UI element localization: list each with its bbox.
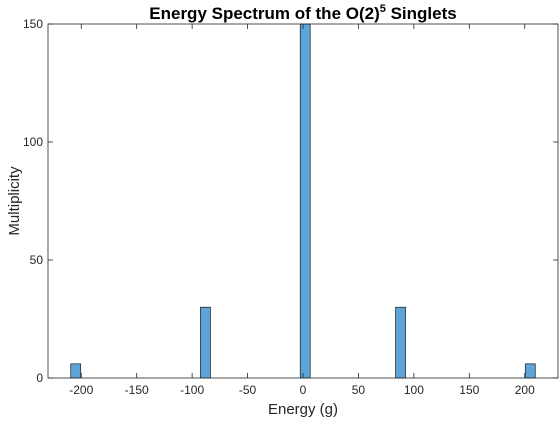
x-tick-label-5: 50	[352, 383, 366, 397]
y-tick-label-3: 150	[23, 17, 43, 31]
x-tick-label-1: -150	[125, 383, 149, 397]
x-tick-label-4: 0	[300, 383, 307, 397]
y-tick-label-2: 100	[23, 135, 43, 149]
x-ticks: -200 -150 -100 -50 0 50 100 150 200	[69, 24, 535, 397]
histogram-bar-2	[299, 23, 311, 379]
y-tick-label-1: 50	[30, 253, 44, 267]
y-tick-label-0: 0	[36, 371, 43, 385]
chart-title-main: Energy Spectrum of the O(2)	[149, 4, 379, 23]
x-tick-label-2: -100	[180, 383, 204, 397]
y-ticks: 0 50 100 150	[23, 17, 558, 385]
x-tick-label-8: 200	[515, 383, 535, 397]
x-tick-label-3: -50	[239, 383, 257, 397]
chart-title: Energy Spectrum of the O(2)5 Singlets	[149, 3, 456, 23]
x-tick-label-0: -200	[69, 383, 93, 397]
x-tick-label-7: 150	[459, 383, 479, 397]
histogram-bar-4	[524, 363, 536, 379]
histogram-bar-3	[395, 306, 406, 379]
chart-title-superscript: 5	[380, 3, 386, 15]
bars-group	[70, 23, 536, 379]
x-axis-label: Energy (g)	[268, 401, 338, 418]
chart-title-suffix: Singlets	[386, 4, 457, 23]
x-tick-label-6: 100	[404, 383, 424, 397]
y-axis-label: Multiplicity	[6, 166, 23, 236]
histogram-bar-0	[70, 363, 82, 379]
histogram-bar-1	[200, 306, 211, 379]
